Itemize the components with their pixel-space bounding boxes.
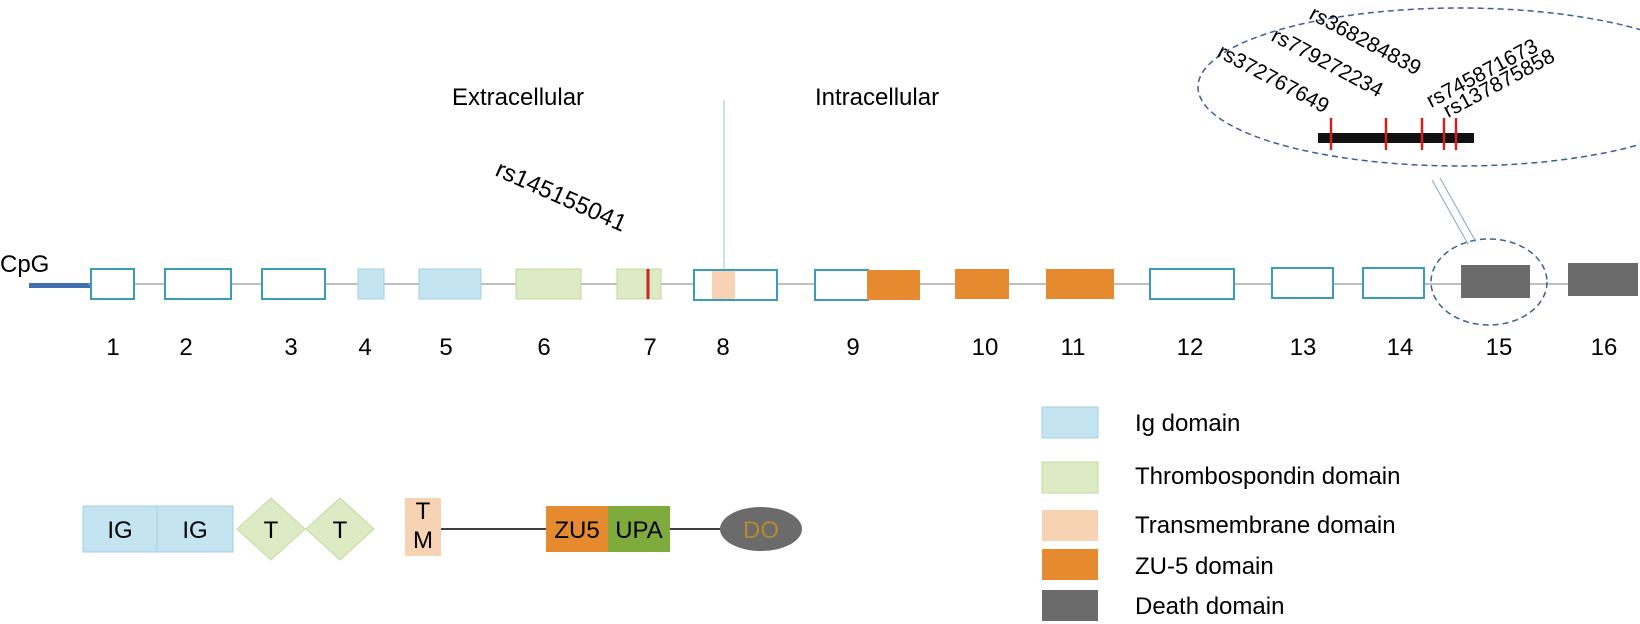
exon-13-box bbox=[1271, 267, 1334, 299]
exon-10-box bbox=[955, 269, 1009, 299]
exon-14-box bbox=[1362, 267, 1425, 299]
legend-swatch-thrombospondin bbox=[1041, 461, 1099, 494]
exon-7-snp-label: rs145155041 bbox=[492, 156, 631, 238]
exon-number: 4 bbox=[358, 334, 371, 361]
exon-numbers: 1 2 3 4 5 6 7 8 9 10 11 12 13 14 15 16 bbox=[106, 334, 1617, 361]
protein-upa-label: UPA bbox=[615, 517, 663, 544]
exon-8-transmembrane-segment bbox=[712, 271, 735, 299]
protein-ig-domain bbox=[156, 505, 234, 553]
protein-upa-domain bbox=[608, 506, 670, 552]
exon-number: 11 bbox=[1061, 334, 1086, 361]
protein-ig-domain bbox=[82, 505, 158, 553]
exon-number: 12 bbox=[1177, 334, 1204, 361]
protein-death-label: DO bbox=[743, 517, 779, 544]
protein-ig-label: IG bbox=[107, 517, 132, 544]
exon-number: 9 bbox=[846, 334, 859, 361]
exon-number: 13 bbox=[1290, 334, 1317, 361]
protein-transmembrane-domain bbox=[405, 498, 441, 556]
exon-number: 8 bbox=[716, 334, 729, 361]
zoom-connector-line bbox=[1439, 177, 1477, 243]
exon-6-box bbox=[515, 268, 582, 300]
exon-7-box bbox=[616, 268, 662, 300]
protein-transmembrane-label: T bbox=[416, 498, 431, 525]
exon-2-box bbox=[164, 268, 232, 300]
protein-thrombospondin-domain bbox=[236, 497, 306, 561]
exon-number: 5 bbox=[439, 334, 452, 361]
legend-swatch-ig bbox=[1041, 406, 1099, 439]
exon-number: 10 bbox=[972, 334, 999, 361]
protein-death-domain bbox=[720, 507, 802, 551]
legend-label: Transmembrane domain bbox=[1135, 512, 1396, 539]
protein-ig-label: IG bbox=[182, 517, 207, 544]
extracellular-label: Extracellular bbox=[452, 84, 584, 111]
protein-zu5-domain bbox=[546, 506, 608, 552]
protein-thrombospondin-domain bbox=[305, 497, 375, 561]
legend-label: Death domain bbox=[1135, 593, 1284, 620]
exon-number: 15 bbox=[1486, 334, 1513, 361]
legend-label: ZU-5 domain bbox=[1135, 553, 1274, 580]
exon-12-box bbox=[1149, 268, 1235, 300]
protein-zu5-label: ZU5 bbox=[554, 517, 599, 544]
legend-label: Ig domain bbox=[1135, 410, 1240, 437]
exon-number: 16 bbox=[1591, 334, 1618, 361]
exon-number: 1 bbox=[106, 334, 119, 361]
exon-3-box bbox=[261, 268, 326, 300]
cpg-island-bar bbox=[29, 283, 91, 288]
exon-4-box bbox=[357, 268, 385, 300]
protein-transmembrane-label: M bbox=[413, 527, 433, 554]
exon-15-box bbox=[1461, 265, 1530, 298]
legend-swatch-zu5 bbox=[1042, 549, 1098, 580]
exon-1-box bbox=[90, 268, 135, 300]
legend-swatch-transmembrane bbox=[1042, 510, 1098, 541]
exon-9-box bbox=[814, 269, 869, 301]
exon-8-box bbox=[693, 269, 778, 301]
exon-number: 6 bbox=[537, 334, 550, 361]
legend-swatch-death bbox=[1042, 590, 1098, 621]
exon-number: 3 bbox=[284, 334, 297, 361]
exon-5-box bbox=[418, 268, 482, 300]
legend-label: Thrombospondin domain bbox=[1135, 463, 1401, 490]
exon-15-zoom-circle bbox=[1430, 238, 1548, 326]
exon-number: 14 bbox=[1387, 334, 1414, 361]
exon-number: 7 bbox=[643, 334, 656, 361]
legend: Ig domain Thrombospondin domain Transmem… bbox=[1041, 406, 1401, 621]
intracellular-label: Intracellular bbox=[815, 84, 939, 111]
exon-16-box bbox=[1568, 263, 1638, 296]
protein-thrombospondin-label: T bbox=[264, 517, 279, 544]
protein-thrombospondin-label: T bbox=[333, 517, 348, 544]
zoom-ellipse bbox=[1197, 7, 1640, 167]
exon-9-zu5-segment bbox=[867, 270, 920, 300]
exon-11-box bbox=[1046, 269, 1114, 299]
cpg-label: CpG bbox=[0, 251, 49, 278]
exon-number: 2 bbox=[179, 334, 192, 361]
zoom-connector-line bbox=[1431, 179, 1469, 245]
